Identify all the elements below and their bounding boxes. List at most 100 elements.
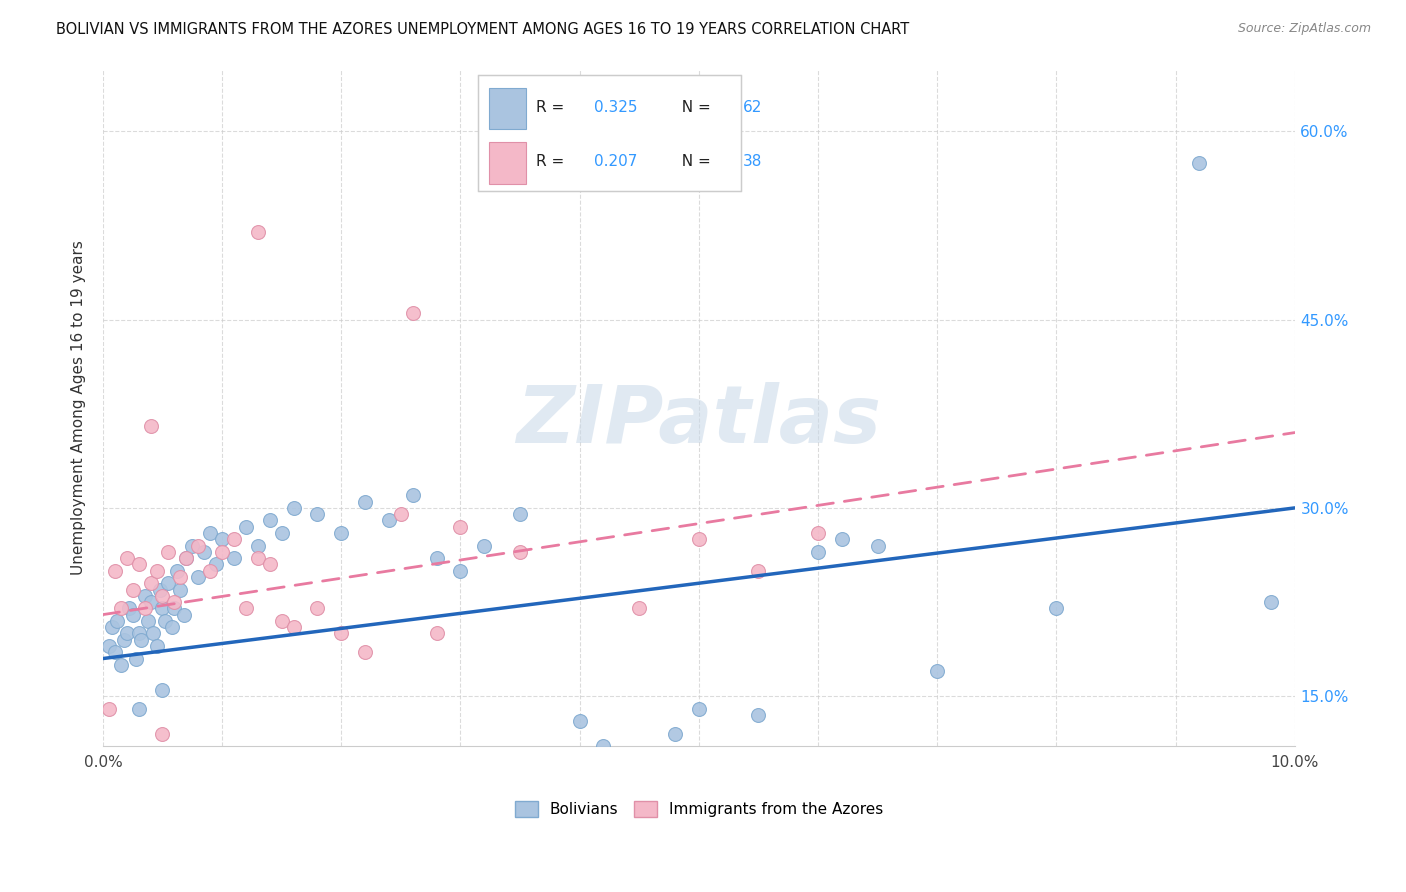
Y-axis label: Unemployment Among Ages 16 to 19 years: Unemployment Among Ages 16 to 19 years [72, 240, 86, 575]
Point [105, 614, 128, 628]
Point [283, 500, 305, 515]
Point [354, 494, 377, 508]
Point [134, 589, 156, 603]
Point [152, 589, 174, 603]
Point [97, 639, 120, 653]
Point [139, 419, 162, 434]
Legend: Bolivians, Immigrants from the Azores: Bolivians, Immigrants from the Azores [509, 795, 889, 823]
Point [354, 645, 377, 659]
Point [198, 564, 221, 578]
Point [153, 614, 176, 628]
Point [193, 545, 215, 559]
Point [149, 582, 172, 597]
Point [568, 714, 591, 729]
Point [747, 708, 769, 723]
Point [157, 576, 180, 591]
Point [866, 539, 889, 553]
Point [807, 545, 830, 559]
Point [449, 564, 471, 578]
Point [246, 225, 269, 239]
Point [152, 601, 174, 615]
Point [115, 551, 138, 566]
Point [1045, 601, 1067, 615]
Point [104, 564, 127, 578]
Point [112, 632, 135, 647]
Point [592, 739, 614, 754]
Point [1260, 595, 1282, 609]
Point [330, 626, 353, 640]
Point [307, 601, 329, 615]
Point [169, 582, 191, 597]
Text: ZIPatlas: ZIPatlas [516, 382, 882, 460]
Point [187, 570, 209, 584]
Point [121, 582, 143, 597]
Point [176, 551, 198, 566]
Point [115, 626, 138, 640]
Point [152, 727, 174, 741]
Point [1188, 155, 1211, 169]
Point [136, 614, 159, 628]
Point [139, 576, 162, 591]
Point [426, 626, 449, 640]
Point [110, 601, 132, 615]
Point [163, 601, 186, 615]
Point [747, 564, 769, 578]
Point [628, 601, 651, 615]
Point [125, 651, 148, 665]
Point [134, 601, 156, 615]
Point [176, 551, 198, 566]
Point [110, 657, 132, 672]
Point [688, 533, 710, 547]
Point [145, 564, 167, 578]
Point [187, 539, 209, 553]
Point [246, 551, 269, 566]
Point [163, 595, 186, 609]
Point [270, 526, 292, 541]
Point [235, 601, 257, 615]
Point [145, 639, 167, 653]
Point [259, 558, 281, 572]
Point [104, 645, 127, 659]
Point [198, 526, 221, 541]
Point [222, 551, 245, 566]
Point [246, 539, 269, 553]
Point [169, 570, 191, 584]
Point [128, 626, 150, 640]
Point [259, 513, 281, 527]
Point [152, 682, 174, 697]
Point [378, 513, 401, 527]
Point [402, 488, 425, 502]
Point [211, 533, 233, 547]
Point [222, 533, 245, 547]
Point [402, 306, 425, 320]
Point [157, 545, 180, 559]
Point [181, 539, 204, 553]
Point [173, 607, 195, 622]
Point [101, 620, 124, 634]
Point [235, 520, 257, 534]
Point [283, 620, 305, 634]
Point [330, 526, 353, 541]
Point [927, 664, 949, 678]
Point [160, 620, 183, 634]
Point [97, 702, 120, 716]
Text: BOLIVIAN VS IMMIGRANTS FROM THE AZORES UNEMPLOYMENT AMONG AGES 16 TO 19 YEARS CO: BOLIVIAN VS IMMIGRANTS FROM THE AZORES U… [56, 22, 910, 37]
Point [307, 507, 329, 521]
Point [211, 545, 233, 559]
Point [142, 626, 165, 640]
Point [389, 507, 412, 521]
Point [166, 564, 188, 578]
Point [270, 614, 292, 628]
Point [472, 539, 495, 553]
Point [129, 632, 152, 647]
Text: Source: ZipAtlas.com: Source: ZipAtlas.com [1237, 22, 1371, 36]
Point [664, 727, 686, 741]
Point [121, 607, 143, 622]
Point [118, 601, 141, 615]
Point [449, 520, 471, 534]
Point [807, 526, 830, 541]
Point [205, 558, 228, 572]
Point [128, 558, 150, 572]
Point [831, 533, 853, 547]
Point [688, 702, 710, 716]
